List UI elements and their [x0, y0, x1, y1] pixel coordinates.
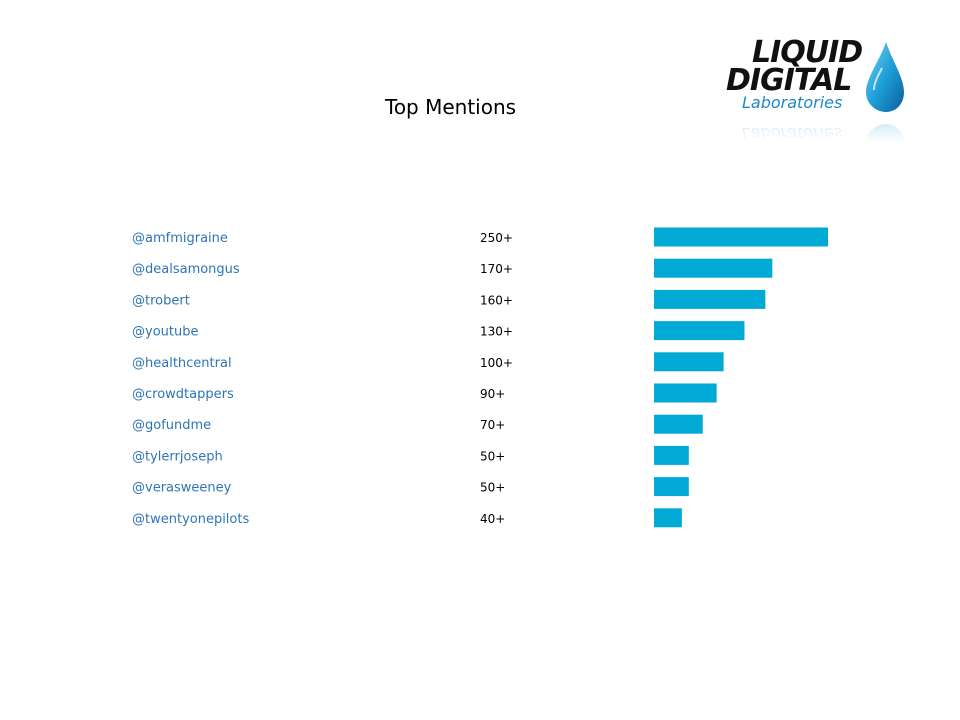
value-label: 250+: [480, 231, 513, 245]
water-drop-icon: [866, 42, 904, 112]
bar: [654, 383, 717, 403]
category-label: @healthcentral: [132, 356, 232, 371]
slide-title: Top Mentions: [385, 95, 517, 119]
logo-line-1: LIQUID: [752, 35, 862, 70]
logo-line-2: DIGITAL: [726, 63, 851, 98]
bar: [654, 477, 689, 497]
bar: [654, 508, 682, 528]
bar: [654, 321, 745, 341]
value-label: 100+: [480, 356, 513, 370]
logo-line-3: Laboratories: [742, 93, 842, 112]
value-label: 130+: [480, 325, 513, 339]
category-label: @verasweeney: [132, 481, 232, 496]
category-label: @gofundme: [132, 418, 211, 433]
chart-rows: @amfmigraine 250+ @dealsamongus 170+ @trober…: [132, 227, 828, 528]
category-label: @youtube: [132, 325, 198, 340]
bar: [654, 289, 766, 309]
category-label: @trobert: [132, 293, 190, 308]
bar: [654, 414, 703, 434]
value-label: 90+: [480, 387, 505, 401]
liquid-digital-logo: LIQUID DIGITAL Laboratories Laboratories: [716, 35, 906, 142]
bar: [654, 258, 773, 278]
bar: [654, 227, 828, 247]
value-label: 160+: [480, 293, 513, 307]
bar: [654, 445, 689, 465]
bar: [654, 352, 724, 372]
value-label: 170+: [480, 262, 513, 276]
category-label: @amfmigraine: [132, 231, 228, 246]
category-label: @crowdtappers: [132, 387, 234, 402]
drop-highlight: [873, 67, 883, 91]
category-label: @twentyonepilots: [132, 512, 249, 527]
value-label: 50+: [480, 481, 505, 495]
category-label: @tylerrjoseph: [132, 449, 223, 464]
value-label: 40+: [480, 512, 505, 526]
category-label: @dealsamongus: [132, 262, 240, 277]
value-label: 50+: [480, 449, 505, 463]
value-label: 70+: [480, 418, 505, 432]
